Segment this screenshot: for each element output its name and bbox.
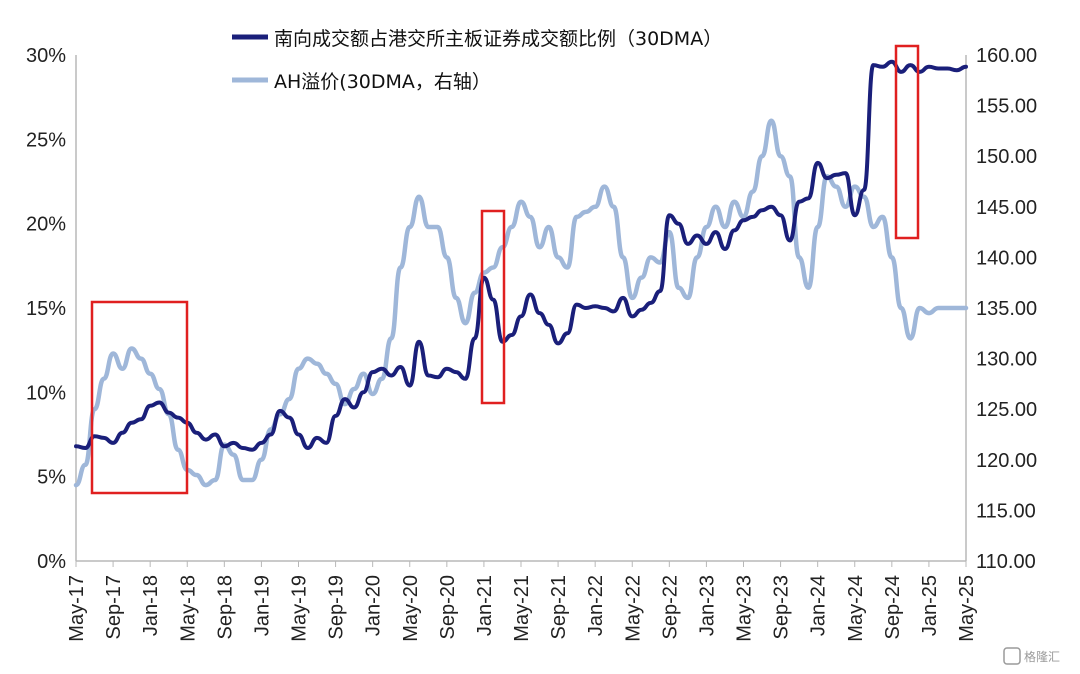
- x-tick-label: Sep-20: [437, 575, 459, 640]
- x-tick-label: Jan-23: [696, 575, 718, 636]
- x-tick-label: Jan-21: [474, 575, 496, 636]
- x-tick-label: May-23: [734, 575, 756, 642]
- x-tick-label: Jan-19: [251, 575, 273, 636]
- legend-label-share: 南向成交额占港交所主板证券成交额比例（30DMA）: [274, 28, 722, 50]
- watermark: 格隆汇: [1003, 647, 1060, 665]
- right-tick-label: 160.00: [976, 45, 1037, 67]
- right-tick-label: 110.00: [976, 551, 1036, 573]
- series-layer: [73, 59, 969, 488]
- x-tick-label: May-18: [177, 575, 199, 642]
- x-tick-label: Jan-22: [585, 575, 607, 636]
- x-tick-label: Sep-24: [882, 575, 904, 640]
- left-tick-label: 30%: [26, 45, 66, 67]
- watermark-logo-icon: [1003, 647, 1021, 665]
- right-tick-label: 130.00: [976, 349, 1037, 371]
- x-tick-label: May-25: [956, 575, 978, 642]
- x-tick-label: Jan-25: [919, 575, 941, 636]
- left-tick-label: 15%: [26, 298, 66, 320]
- highlight-box: [480, 209, 506, 405]
- x-tick-label: May-20: [400, 575, 422, 642]
- highlight-box: [894, 44, 920, 240]
- right-tick-label: 115.00: [976, 500, 1036, 522]
- x-tick-label: Jan-18: [140, 575, 162, 636]
- legend: 南向成交额占港交所主板证券成交额比例（30DMA） AH溢价(30DMA，右轴）: [232, 28, 722, 93]
- highlight-boxes: [90, 44, 920, 495]
- left-tick-label: 0%: [37, 551, 66, 573]
- legend-label-ah: AH溢价(30DMA，右轴）: [274, 71, 491, 93]
- series-line-share: [74, 59, 968, 452]
- x-tick-label: Sep-17: [103, 575, 125, 640]
- right-y-axis: 110.00 115.00 120.00 125.00 130.00 135.00 140.…: [976, 45, 1037, 573]
- left-y-axis: 0% 5% 10% 15% 20% 25% 30%: [26, 45, 66, 573]
- x-tick-label: Sep-19: [326, 575, 348, 640]
- left-tick-label: 10%: [26, 382, 66, 404]
- x-tick-label: May-24: [845, 575, 867, 642]
- x-tick-label: May-21: [511, 575, 533, 642]
- x-tick-label: Sep-22: [659, 575, 681, 640]
- x-tick-label: May-22: [622, 575, 644, 642]
- left-tick-label: 5%: [37, 467, 66, 489]
- right-tick-label: 125.00: [976, 399, 1037, 421]
- right-tick-label: 140.00: [976, 247, 1037, 269]
- watermark-text: 格隆汇: [1024, 649, 1060, 664]
- right-tick-label: 145.00: [976, 197, 1037, 219]
- highlight-box: [90, 300, 189, 495]
- left-tick-label: 20%: [26, 214, 66, 236]
- x-tick-label: Sep-18: [214, 575, 236, 640]
- x-tick-label: Jan-24: [808, 575, 830, 636]
- x-tick-label: Sep-21: [548, 575, 570, 640]
- left-tick-label: 25%: [26, 129, 66, 151]
- x-tick-label: May-17: [66, 575, 88, 642]
- x-tick-label: May-19: [289, 575, 311, 642]
- x-tick-label: Sep-23: [771, 575, 793, 640]
- right-tick-label: 155.00: [976, 96, 1037, 118]
- right-tick-label: 120.00: [976, 450, 1037, 472]
- x-tick-label: Jan-20: [363, 575, 385, 636]
- right-tick-label: 135.00: [976, 298, 1037, 320]
- right-tick-label: 150.00: [976, 146, 1037, 168]
- x-axis: May-17 Sep-17 Jan-18 May-18 Sep-18 Jan-19 May-…: [66, 561, 978, 642]
